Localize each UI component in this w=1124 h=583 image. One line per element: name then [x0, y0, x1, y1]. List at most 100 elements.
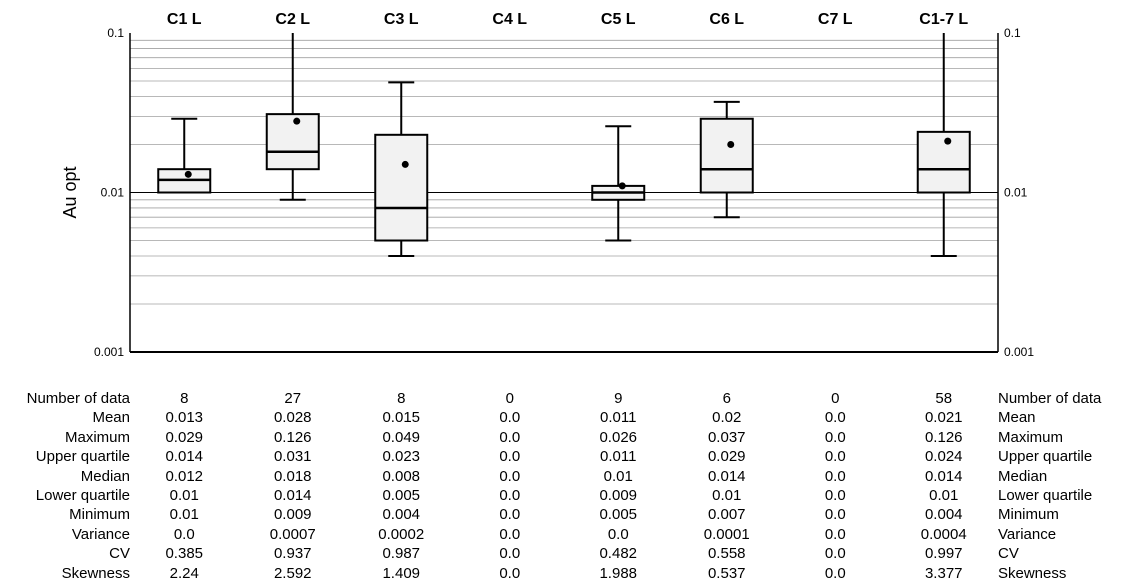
- stat-row-label-right: Median: [998, 467, 1048, 485]
- stat-value: 2.24: [169, 564, 199, 582]
- stat-value: 0.0: [499, 564, 521, 582]
- stat-value: 0: [831, 390, 840, 407]
- stat-value: 27: [284, 390, 302, 407]
- stat-value: 0.0: [499, 487, 521, 504]
- stat-value: 0.0001: [703, 525, 750, 543]
- box-plot-chart: 0.001 0.001 0.01 0.01 0.1 0.1 Au opt C1 L C2 L C3…: [60, 11, 1034, 359]
- stat-value: 0.0: [499, 525, 521, 543]
- box: [265, 113, 320, 171]
- stat-value: 0.01: [712, 487, 742, 504]
- stat-value: 0.013: [165, 409, 204, 427]
- stat-row-label-left: Maximum: [64, 428, 130, 446]
- stat-value: 0.0: [499, 409, 521, 427]
- category-label: C1 L: [167, 11, 202, 28]
- stat-value: 0.026: [599, 428, 638, 446]
- stat-value: 0.02: [712, 409, 742, 427]
- stat-value: 0.0: [607, 525, 629, 543]
- stat-value: 0.0: [499, 545, 521, 563]
- box: [374, 133, 429, 242]
- mean-point: [727, 140, 735, 148]
- stat-value: 0.011: [600, 409, 637, 427]
- stat-value: 6: [722, 390, 731, 407]
- category-label: C2 L: [275, 11, 310, 28]
- stat-value: 0.009: [273, 506, 312, 524]
- stat-row-label-right: CV: [998, 545, 1019, 563]
- category-label: C4 L: [492, 11, 527, 28]
- stat-value: 0.997: [924, 545, 963, 563]
- stat-row-label-left: Median: [80, 467, 130, 485]
- category-label: C1-7 L: [919, 11, 968, 28]
- stat-value: 0.004: [382, 506, 421, 524]
- stat-value: 0.005: [599, 506, 638, 524]
- stat-value: 0.537: [707, 564, 746, 582]
- stat-value: 9: [614, 390, 623, 407]
- stat-row-label-left: Lower quartile: [35, 487, 130, 504]
- mean-point: [401, 160, 409, 168]
- y-tick-label-right: 0.01: [1004, 186, 1028, 200]
- stat-value: 0.0: [824, 448, 846, 466]
- stat-value: 0.01: [169, 506, 199, 524]
- stat-row-label-left: Upper quartile: [35, 448, 130, 466]
- stat-value: 0.037: [707, 428, 746, 446]
- stat-value: 0.005: [382, 487, 421, 504]
- stat-value: 0.014: [707, 467, 746, 485]
- stat-value: 0.0: [824, 545, 846, 563]
- stat-value: 1.988: [599, 564, 638, 582]
- stat-value: 8: [180, 390, 189, 407]
- stat-row-label-right: Lower quartile: [998, 487, 1093, 504]
- stat-value: 0.126: [273, 428, 312, 446]
- stat-value: 0.024: [924, 448, 963, 466]
- stat-value: 0.01: [603, 467, 633, 485]
- stat-value: 0.0: [499, 467, 521, 485]
- category-label: C6 L: [709, 11, 744, 28]
- stat-value: 0.0: [824, 428, 846, 446]
- stat-value: 8: [397, 390, 406, 407]
- stat-row-label-left: Mean: [92, 409, 130, 427]
- y-axis-label: Au opt: [60, 166, 80, 218]
- stat-value: 0.0: [499, 448, 521, 466]
- mean-point: [944, 137, 952, 145]
- stat-value: 0.0: [824, 564, 846, 582]
- stat-row-label-right: Maximum: [998, 428, 1064, 446]
- stat-value: 0.011: [600, 448, 637, 466]
- stat-value: 0.126: [924, 428, 963, 446]
- stat-value: 0.004: [924, 506, 963, 524]
- stat-row-label-left: Minimum: [69, 506, 130, 524]
- stat-value: 0.009: [599, 487, 638, 504]
- stat-value: 0.01: [929, 487, 959, 504]
- stat-value: 0.014: [273, 487, 312, 504]
- stat-value: 0.987: [382, 545, 421, 563]
- y-tick-label-right: 0.1: [1004, 26, 1021, 40]
- stat-row-label-left: Variance: [71, 525, 130, 543]
- stat-row-label-right: Skewness: [998, 564, 1067, 582]
- stat-value: 2.592: [273, 564, 312, 582]
- category-label: C7 L: [818, 11, 853, 28]
- stat-value: 0.482: [599, 545, 638, 563]
- stat-value: 0.937: [273, 545, 312, 563]
- stat-value: 0.0002: [378, 525, 425, 543]
- stat-value: 0.012: [165, 467, 204, 485]
- stat-value: 0.014: [165, 448, 204, 466]
- stat-value: 0.0004: [920, 525, 967, 543]
- stat-value: 1.409: [382, 564, 421, 582]
- stat-row-label-right: Minimum: [998, 506, 1059, 524]
- y-tick-label-left: 0.01: [101, 186, 125, 200]
- box: [916, 130, 971, 194]
- stat-value: 0.0: [173, 525, 195, 543]
- stat-value: 0.029: [707, 448, 746, 466]
- stat-value: 58: [935, 390, 953, 407]
- stat-value: 0.014: [924, 467, 963, 485]
- stat-value: 0.015: [382, 409, 421, 427]
- stat-value: 0: [505, 390, 514, 407]
- stat-value: 3.377: [924, 564, 963, 582]
- stat-row-label-left: Number of data: [26, 390, 130, 407]
- stat-value: 0.0: [499, 428, 521, 446]
- stat-value: 0.0: [824, 467, 846, 485]
- y-tick-label-left: 0.1: [107, 26, 124, 40]
- stat-value: 0.008: [382, 467, 421, 485]
- stat-value: 0.049: [382, 428, 421, 446]
- stat-value: 0.01: [169, 487, 199, 504]
- stat-value: 0.558: [707, 545, 746, 563]
- stat-row-label-right: Variance: [998, 525, 1057, 543]
- stat-value: 0.018: [273, 467, 312, 485]
